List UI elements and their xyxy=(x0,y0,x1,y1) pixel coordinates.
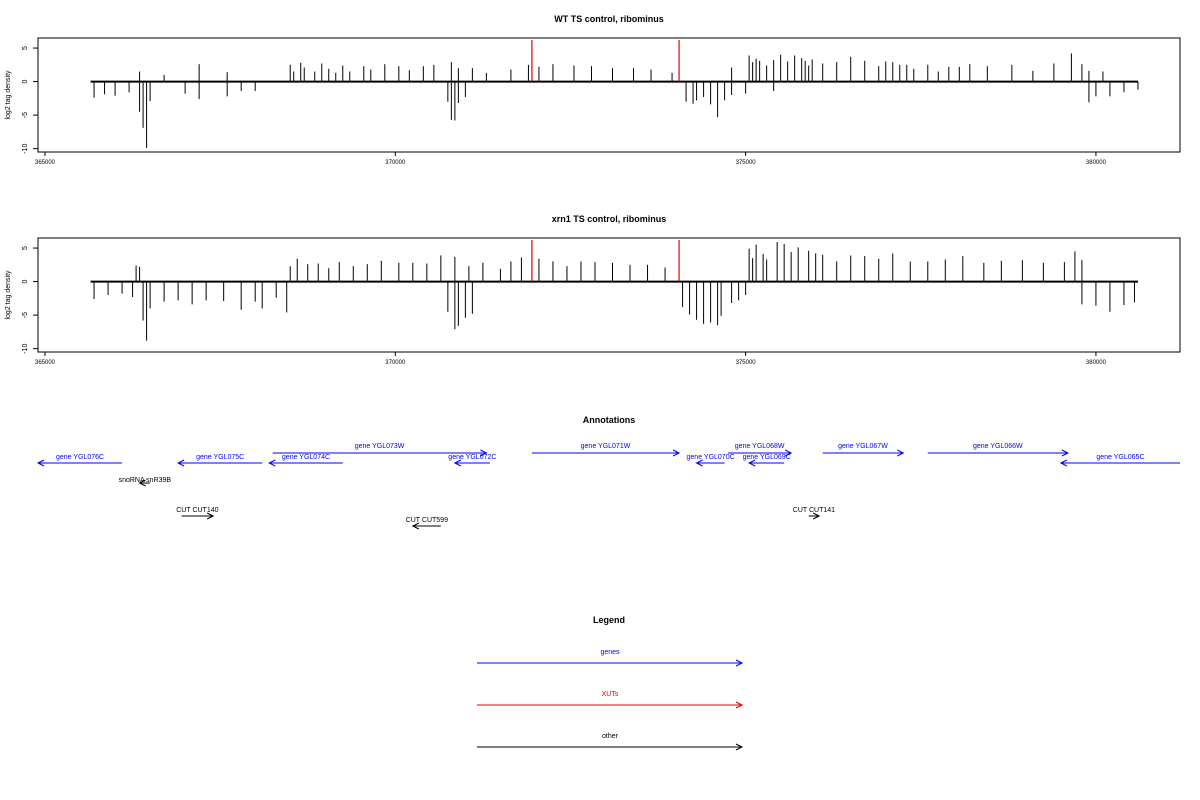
legend-entry-genes: genes xyxy=(477,649,744,667)
annotation-arrow-head xyxy=(1061,449,1070,457)
wt-y-axis-label: log2 tag density xyxy=(5,70,12,120)
y-tick-label: -10 xyxy=(22,143,29,153)
annotation-label: gene YGL071W xyxy=(581,443,631,450)
legend: Legend genes XUTs other xyxy=(477,615,744,751)
annotation-arrow-head xyxy=(480,449,488,457)
annotation-arrow-head xyxy=(695,459,703,467)
annotation-label: CUT CUT599 xyxy=(406,517,448,524)
annotation-gene-ygl074c: gene YGL074C xyxy=(268,454,343,467)
wt-y-axis: 5 0 -5 -10 xyxy=(22,46,38,154)
x-tick-label: 365000 xyxy=(35,160,56,166)
xrn1-density-panel: xrn1 TS control, ribominus log2 tag dens… xyxy=(5,214,1181,366)
annotation-label: gene YGL070C xyxy=(687,454,735,461)
annotations-track: Annotations gene YGL076C gene YGL075C gene… xyxy=(36,415,1180,530)
annotation-arrow-head xyxy=(411,522,420,530)
annotation-label: gene YGL075C xyxy=(196,454,244,461)
annotation-label: gene YGL065C xyxy=(1096,454,1144,461)
annotation-arrow-head xyxy=(672,449,681,457)
annotation-label: gene YGL066W xyxy=(973,443,1023,450)
annotation-label: gene YGL068W xyxy=(735,443,785,450)
x-tick-label: 365000 xyxy=(35,360,56,366)
annotation-label: gene YGL072C xyxy=(448,454,496,461)
annotation-arrow-head xyxy=(36,459,45,467)
legend-entry-label: genes xyxy=(600,649,620,656)
y-tick-label: -5 xyxy=(22,112,29,118)
annotation-label: CUT CUT140 xyxy=(176,507,218,514)
annotation-label: gene YGL067W xyxy=(838,443,888,450)
legend-entry-label: other xyxy=(602,733,619,740)
wt-xut-markers xyxy=(531,40,680,82)
annotation-gene-ygl068w: gene YGL068W xyxy=(728,443,793,457)
x-tick-label: 380000 xyxy=(1086,160,1107,166)
annotation-gene-ygl075c: gene YGL075C xyxy=(177,454,263,467)
xrn1-plot-frame xyxy=(37,237,1181,353)
x-tick-label: 380000 xyxy=(1086,360,1107,366)
annotation-label: gene YGL076C xyxy=(56,454,104,461)
annotation-label: snoRNA snR39B xyxy=(119,477,172,484)
x-tick-label: 375000 xyxy=(736,360,757,366)
legend-entry-xuts: XUTs xyxy=(477,691,744,709)
wt-density-panel: WT TS control, ribominus log2 tag densit… xyxy=(5,14,1181,166)
annotation-arrow-head xyxy=(268,459,276,467)
y-tick-label: 0 xyxy=(22,80,29,84)
annotation-arrow-head xyxy=(784,449,793,457)
wt-panel-title: WT TS control, ribominus xyxy=(554,14,664,24)
annotation-gene-ygl070c: gene YGL070C xyxy=(687,454,735,467)
annotation-arrow-head xyxy=(453,459,462,467)
annotation-arrow-head xyxy=(748,459,756,467)
legend-entry-arrow-head xyxy=(735,659,744,667)
annotation-label: gene YGL069C xyxy=(743,454,791,461)
y-tick-label: -10 xyxy=(22,343,29,353)
annotation-arrow-head xyxy=(897,449,905,457)
annotation-gene-ygl076c: gene YGL076C xyxy=(36,454,123,467)
legend-title: Legend xyxy=(593,615,625,625)
annotation-gene-ygl066w: gene YGL066W xyxy=(927,443,1070,457)
annotation-label: CUT CUT141 xyxy=(793,507,835,514)
xrn1-y-axis: 5 0 -5 -10 xyxy=(22,246,38,354)
annotation-gene-ygl072c: gene YGL072C xyxy=(448,454,496,467)
annotation-cut-cut140: CUT CUT140 xyxy=(176,507,219,520)
x-tick-label: 370000 xyxy=(385,160,406,166)
annotation-gene-ygl069c: gene YGL069C xyxy=(743,454,791,467)
annotation-arrow-head xyxy=(138,479,146,487)
xrn1-y-axis-label: log2 tag density xyxy=(5,270,12,320)
annotation-arrow-head xyxy=(812,512,821,520)
annotation-label: gene YGL074C xyxy=(282,454,330,461)
x-tick-label: 370000 xyxy=(385,360,406,366)
annotation-cut-cut599: CUT CUT599 xyxy=(406,517,448,530)
legend-entry-label: XUTs xyxy=(602,691,619,698)
annotation-gene-ygl067w: gene YGL067W xyxy=(822,443,905,457)
annotations-title: Annotations xyxy=(583,415,636,425)
xrn1-density-bars xyxy=(90,242,1138,341)
annotation-arrow-head xyxy=(1059,459,1068,467)
wt-x-axis: 365000 370000 375000 380000 xyxy=(35,152,1107,166)
legend-entry-other: other xyxy=(477,733,744,751)
annotation-arrow-head xyxy=(177,459,185,467)
legend-entry-arrow-head xyxy=(735,701,744,709)
x-tick-label: 375000 xyxy=(736,160,757,166)
annotation-arrow-head xyxy=(206,512,215,520)
y-tick-label: -5 xyxy=(22,312,29,318)
y-tick-label: 0 xyxy=(22,280,29,284)
wt-density-bars xyxy=(90,53,1139,148)
xrn1-panel-title: xrn1 TS control, ribominus xyxy=(552,214,667,224)
xrn1-x-axis: 365000 370000 375000 380000 xyxy=(35,352,1107,366)
y-tick-label: 5 xyxy=(22,46,29,50)
annotation-snorna-snr39b: snoRNA snR39B xyxy=(119,477,172,487)
annotation-gene-ygl071w: gene YGL071W xyxy=(531,443,681,457)
y-tick-label: 5 xyxy=(22,246,29,250)
annotation-gene-ygl073w: gene YGL073W xyxy=(272,443,488,457)
annotation-label: gene YGL073W xyxy=(355,443,405,450)
xrn1-xut-markers xyxy=(531,240,680,282)
wt-plot-frame xyxy=(37,37,1181,153)
annotation-cut-cut141: CUT CUT141 xyxy=(793,507,835,520)
annotation-gene-ygl065c: gene YGL065C xyxy=(1059,454,1180,467)
legend-entry-arrow-head xyxy=(735,743,744,751)
